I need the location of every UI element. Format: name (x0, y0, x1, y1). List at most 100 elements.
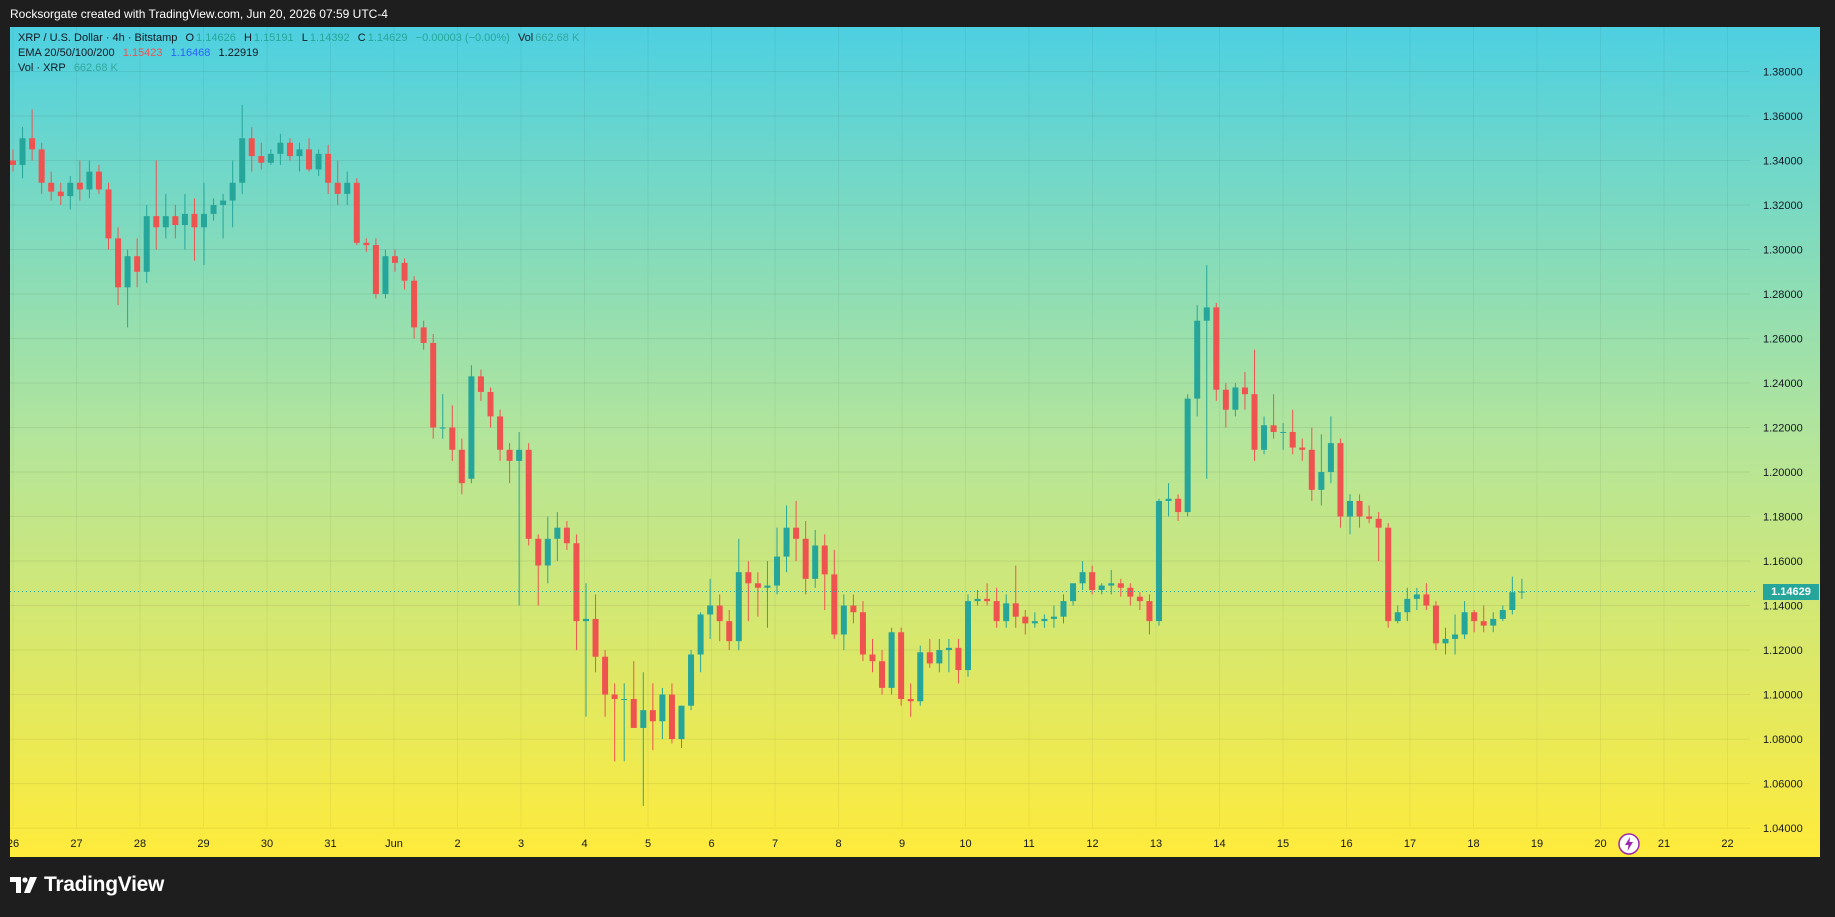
candle-body (1480, 621, 1487, 626)
candle-body (153, 216, 160, 228)
candle-body (220, 200, 227, 206)
candles (10, 104, 1525, 806)
legend-volume: Vol · XRP 662.68 K (18, 62, 120, 74)
candle-body (67, 182, 74, 197)
legend-c-label: C (357, 32, 366, 44)
time-tick-label: 27 (70, 838, 82, 850)
candle-body (19, 138, 26, 165)
candle-body (649, 710, 656, 722)
price-tick-label: 1.26000 (1763, 334, 1803, 346)
legend-symbol: XRP / U.S. Dollar · 4h · Bitstamp (18, 32, 178, 44)
candle-body (1031, 621, 1038, 624)
candle-body (382, 256, 389, 295)
legend-o-label: O (185, 32, 195, 44)
time-tick-label: 11 (1023, 838, 1034, 850)
price-tick-label: 1.14000 (1763, 601, 1803, 613)
candle-body (162, 216, 169, 228)
candle-body (1012, 603, 1019, 617)
time-tick-label: 20 (1594, 838, 1606, 850)
candle-body (955, 647, 962, 671)
candle-body (286, 142, 293, 157)
time-tick-label: 12 (1086, 838, 1098, 850)
time-tick-label: 10 (959, 838, 971, 850)
candle-body (898, 632, 905, 700)
candle-body (1366, 516, 1373, 519)
price-tick-label: 1.04000 (1763, 823, 1803, 835)
legend-ema: EMA 20/50/100/200 1.15423 1.16468 1.2291… (18, 47, 260, 59)
candle-body (1280, 431, 1287, 433)
candle-body (793, 527, 800, 539)
candle-body (984, 598, 991, 602)
candle-body (1232, 387, 1239, 410)
time-tick-label: 28 (134, 838, 146, 850)
legend-vol-xrp-label: Vol · XRP (18, 62, 66, 74)
candle-body (1222, 389, 1229, 410)
candle-body (630, 699, 637, 728)
candle-body (1452, 634, 1459, 639)
time-tick-label: 31 (324, 838, 336, 850)
candle-body (640, 710, 647, 728)
candle-body (229, 182, 236, 201)
candle-body (926, 652, 933, 664)
candle-body (95, 171, 102, 190)
candlestick-chart[interactable]: 1.38000 1.36000 1.34000 1.32000 1.30000 1.280… (10, 27, 1820, 857)
candle-body (668, 694, 675, 740)
candle-body (10, 160, 16, 165)
time-tick-label: 30 (261, 838, 273, 850)
candle-body (516, 449, 523, 461)
legend-h-label: H (243, 32, 252, 44)
candle-body (1499, 610, 1506, 619)
candle-body (735, 572, 742, 642)
candle-body (1117, 583, 1124, 588)
price-tick-label: 1.06000 (1763, 779, 1803, 791)
candle-body (583, 618, 589, 622)
candle-body (420, 327, 427, 343)
time-tick-label: 9 (899, 838, 905, 850)
candle-body (1213, 307, 1220, 390)
candle-body (1318, 472, 1325, 490)
price-tick-label: 1.38000 (1763, 67, 1803, 79)
candle-body (48, 182, 55, 192)
candle-body (697, 614, 704, 655)
candle-body (38, 149, 45, 183)
candle-body (239, 138, 246, 183)
candle-body (1299, 447, 1306, 450)
candle-body (621, 699, 628, 701)
candle-body (458, 449, 465, 484)
candle-body (124, 256, 131, 288)
time-tick-label: 21 (1658, 838, 1670, 850)
candle-body (258, 156, 265, 163)
candle-body (554, 527, 561, 539)
time-tick-label: 15 (1277, 838, 1289, 850)
candle-body (1108, 583, 1115, 586)
candle-body (1308, 449, 1315, 490)
price-tick-label: 1.08000 (1763, 734, 1803, 746)
candle-body (821, 545, 828, 575)
candle-body (1127, 587, 1134, 597)
candle-body (392, 256, 398, 263)
legend-ema-2: 1.16468 (170, 47, 211, 59)
candle-body (306, 149, 313, 170)
candle-body (1509, 592, 1516, 611)
candle-body (1356, 500, 1363, 517)
candle-body (1241, 387, 1248, 395)
candle-body (191, 213, 198, 228)
candle-body (487, 391, 494, 417)
candle-body (1194, 320, 1201, 399)
candle-body (57, 191, 64, 197)
candle-body (1003, 603, 1010, 622)
chart-area[interactable]: 1.38000 1.36000 1.34000 1.32000 1.30000 1.280… (10, 27, 1820, 857)
candle-body (115, 238, 122, 288)
candle-body (726, 621, 733, 642)
price-tick-label: 1.36000 (1763, 111, 1803, 123)
candle-body (802, 538, 809, 579)
price-tick-label: 1.32000 (1763, 200, 1803, 212)
candle-body (611, 694, 618, 700)
candle-body (497, 416, 504, 450)
candle-body (477, 376, 484, 392)
lightning-icon[interactable] (1617, 832, 1641, 856)
candle-body (210, 205, 217, 214)
time-tick-label: 26 (10, 838, 19, 850)
legend-ema-3: 1.22919 (218, 47, 259, 59)
candle-body (1394, 612, 1401, 622)
